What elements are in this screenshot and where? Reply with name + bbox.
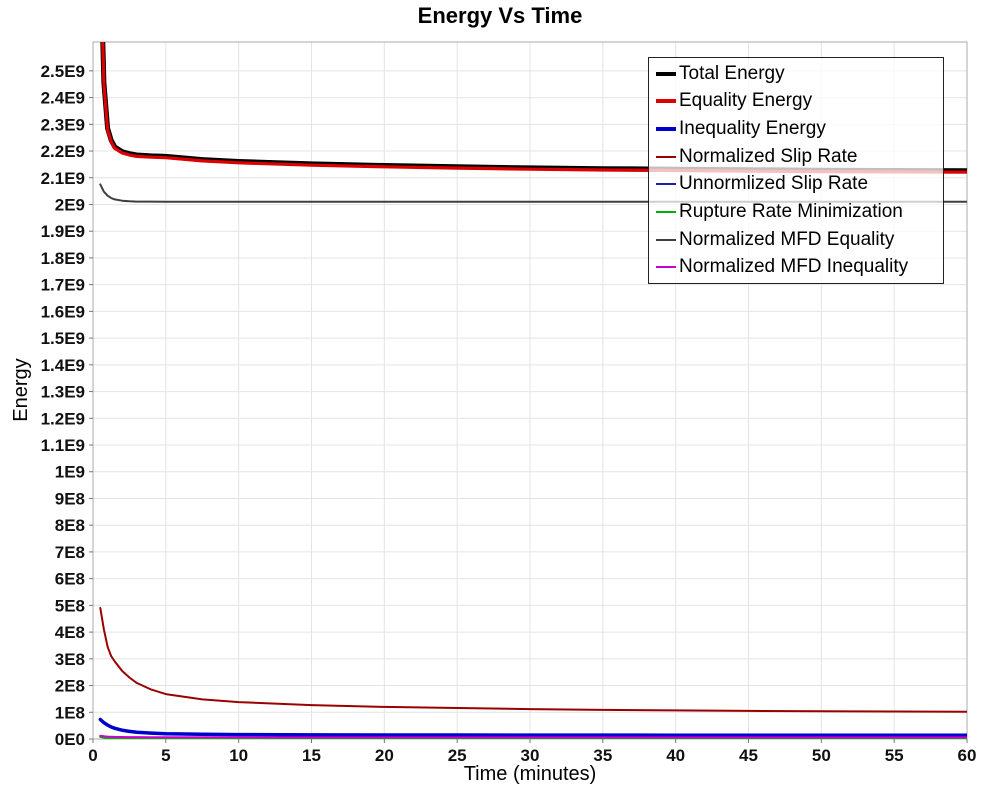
legend-label: Normalized MFD Inequality [679, 256, 909, 278]
x-tick-label: 50 [812, 746, 831, 765]
y-tick-label: 1E8 [55, 703, 85, 722]
legend-label: Rupture Rate Minimization [679, 200, 903, 222]
y-tick-label: 6E8 [55, 570, 85, 589]
legend-label: Unnormlized Slip Rate [679, 173, 869, 195]
y-tick-label: 0E0 [55, 730, 85, 749]
legend-line-swatch [656, 127, 676, 132]
y-tick-label: 1.9E9 [41, 222, 85, 241]
y-tick-label: 1.7E9 [41, 276, 85, 295]
legend-item-rupture-rate-minimization: Rupture Rate Minimization [649, 198, 943, 226]
x-tick-label: 20 [375, 746, 394, 765]
x-tick-label: 35 [593, 746, 612, 765]
series-line-normalized-mfd-inequality [99, 734, 967, 739]
legend-label: Total Energy [679, 62, 785, 84]
x-tick-label: 60 [958, 746, 977, 765]
chart-title: Energy Vs Time [417, 3, 583, 28]
legend-item-unnormlized-slip-rate: Unnormlized Slip Rate [649, 171, 943, 199]
x-tick-label: 45 [739, 746, 758, 765]
y-tick-label: 1.4E9 [41, 356, 85, 375]
legend-item-normalized-slip-rate: Normalized Slip Rate [649, 143, 943, 171]
y-tick-label: 4E8 [55, 623, 85, 642]
legend-line-swatch [656, 99, 676, 104]
x-tick-label: 5 [161, 746, 170, 765]
legend-line-swatch [656, 183, 676, 186]
y-tick-label: 2.4E9 [41, 89, 85, 108]
y-tick-label: 1.8E9 [41, 249, 85, 268]
y-tick-label: 5E8 [55, 596, 85, 615]
series-line-normalized-slip-rate [99, 607, 967, 713]
y-tick-label: 1.1E9 [41, 436, 85, 455]
y-tick-label: 1.2E9 [41, 409, 85, 428]
y-tick-label: 1.6E9 [41, 302, 85, 321]
y-tick-label: 1.5E9 [41, 329, 85, 348]
y-tick-label: 2.3E9 [41, 115, 85, 134]
series-line-inequality-energy [98, 717, 967, 738]
legend-item-total-energy: Total Energy [649, 60, 943, 88]
x-tick-label: 30 [521, 746, 540, 765]
x-tick-label: 25 [448, 746, 467, 765]
x-tick-label: 10 [229, 746, 248, 765]
y-tick-label: 7E8 [55, 543, 85, 562]
y-tick-label: 1E9 [55, 463, 85, 482]
legend-line-swatch [656, 71, 676, 76]
legend-line-swatch [656, 238, 676, 241]
x-tick-label: 0 [88, 746, 97, 765]
x-tick-label: 55 [885, 746, 904, 765]
axis-tick-labels: 0 5 10 15 20 25 30 35 40 45 50 55 60 2.5E9 2.4E9 2.3E9 2… [41, 62, 977, 765]
legend-item-normalized-mfd-inequality: Normalized MFD Inequality [649, 253, 943, 281]
y-tick-label: 8E8 [55, 516, 85, 535]
legend-box: Total Energy Equality Energy Inequality En… [648, 57, 944, 284]
legend-line-swatch [656, 266, 676, 269]
y-tick-label: 2.1E9 [41, 169, 85, 188]
legend-label: Normalized Slip Rate [679, 145, 858, 167]
y-tick-label: 2.5E9 [41, 62, 85, 81]
legend-label: Inequality Energy [679, 118, 826, 140]
x-axis-title: Time (minutes) [463, 763, 597, 785]
y-tick-label: 2E8 [55, 677, 85, 696]
legend-label: Normalized MFD Equality [679, 228, 895, 250]
legend-item-equality-energy: Equality Energy [649, 88, 943, 116]
legend-item-normalized-mfd-equality: Normalized MFD Equality [649, 226, 943, 254]
legend-line-swatch [656, 155, 676, 158]
y-tick-label: 2.2E9 [41, 142, 85, 161]
series-line-rupture-rate-minimization [99, 735, 967, 739]
legend-label: Equality Energy [679, 90, 813, 112]
legend-line-swatch [656, 210, 676, 213]
y-axis-title: Energy [10, 358, 32, 422]
axis-ticks [89, 70, 968, 743]
y-tick-label: 9E8 [55, 489, 85, 508]
x-tick-label: 15 [302, 746, 321, 765]
y-tick-label: 1.3E9 [41, 383, 85, 402]
y-tick-label: 2E9 [55, 195, 85, 214]
x-tick-label: 40 [666, 746, 685, 765]
y-tick-label: 3E8 [55, 650, 85, 669]
legend-item-inequality-energy: Inequality Energy [649, 115, 943, 143]
